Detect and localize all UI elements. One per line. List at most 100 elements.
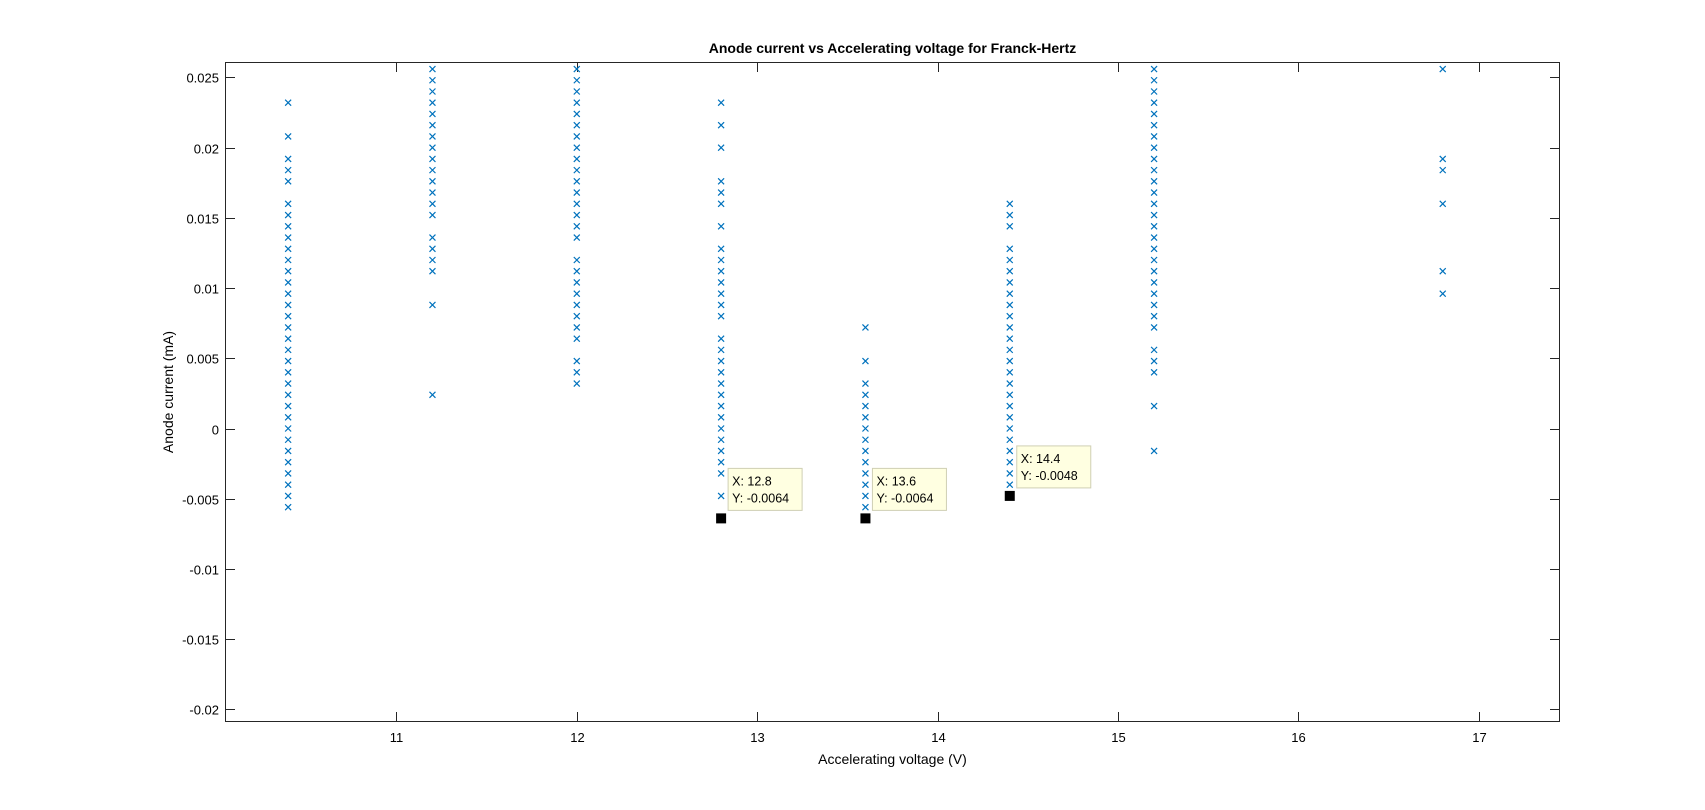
datatips: X: 12.8 Y: -0.0064 X: 13.6 Y: -0.0064 X: 14.…	[716, 445, 1092, 524]
y-tick-label: -0.02	[189, 703, 219, 718]
data-point-marker	[284, 492, 292, 500]
data-point-marker	[284, 99, 292, 107]
x-axis-label: Accelerating voltage (V)	[818, 751, 967, 767]
data-point-marker	[429, 177, 436, 185]
data-point-marker	[1006, 301, 1014, 309]
data-point-marker	[573, 279, 581, 286]
data-point-marker	[1006, 323, 1014, 331]
data-point-marker	[429, 245, 436, 253]
data-point-marker	[717, 245, 725, 253]
x-tick-label: 17	[1472, 730, 1486, 745]
data-point-marker	[284, 323, 292, 331]
data-point-marker	[1006, 402, 1014, 410]
data-point-marker	[284, 312, 292, 320]
data-point-marker	[1150, 323, 1158, 331]
data-point-marker	[862, 380, 869, 387]
data-point-marker	[862, 413, 869, 421]
data-point-marker	[1150, 301, 1158, 309]
data-point-marker	[284, 211, 292, 219]
data-point-marker	[429, 234, 436, 241]
data-point-marker	[429, 99, 436, 107]
data-point-marker	[1150, 279, 1158, 286]
data-point-marker	[1006, 481, 1014, 489]
data-point-marker	[1006, 245, 1014, 253]
data-point-marker	[429, 256, 436, 264]
y-tick-label: 0.015	[186, 212, 219, 227]
x-tick-label: 15	[1111, 730, 1125, 745]
data-point-marker	[717, 458, 725, 466]
data-point-marker	[429, 391, 436, 399]
data-point-marker	[717, 380, 725, 387]
data-point-marker	[284, 357, 292, 365]
datatip[interactable]: X: 12.8 Y: -0.0064	[716, 467, 803, 524]
data-point-marker	[284, 368, 292, 376]
data-point-marker	[284, 234, 292, 241]
y-tick-label: -0.005	[182, 493, 219, 508]
datatip-y-text: Y: -0.0048	[1021, 469, 1078, 483]
data-point-marker	[717, 346, 725, 354]
data-point-marker	[573, 368, 581, 376]
data-point-marker	[717, 335, 725, 343]
data-point-marker	[717, 470, 725, 477]
data-point-marker	[573, 200, 581, 208]
data-point-marker	[284, 425, 292, 432]
x-tick-label: 12	[570, 730, 584, 745]
data-point-marker	[1150, 200, 1158, 208]
data-point-marker	[1150, 133, 1158, 140]
data-point-marker	[573, 267, 581, 275]
datatip[interactable]: X: 13.6 Y: -0.0064	[860, 467, 947, 524]
data-point-marker	[717, 189, 725, 197]
data-point-marker	[573, 301, 581, 309]
data-point-marker	[573, 256, 581, 264]
data-point-marker	[1150, 76, 1158, 84]
data-point-marker	[1439, 290, 1447, 298]
data-point-marker	[573, 211, 581, 219]
data-point-marker	[284, 222, 292, 230]
data-point-marker	[1150, 88, 1158, 95]
data-point-marker	[717, 256, 725, 264]
plot-frame	[225, 62, 1560, 722]
data-point-marker	[717, 436, 725, 444]
data-point-marker	[717, 425, 725, 432]
data-point-marker	[717, 222, 725, 230]
data-point-marker	[573, 76, 581, 84]
data-point-marker	[284, 256, 292, 264]
data-point-marker	[284, 290, 292, 298]
y-tick-label: 0.005	[186, 352, 219, 367]
data-point-marker	[862, 357, 869, 365]
datatip-y-text: Y: -0.0064	[732, 491, 789, 505]
data-point-marker	[862, 492, 869, 500]
data-point-marker	[284, 436, 292, 444]
data-point-marker	[573, 88, 581, 95]
x-tick-label: 16	[1291, 730, 1305, 745]
data-point-marker	[1006, 436, 1014, 444]
data-point-marker	[573, 133, 581, 140]
data-point-marker	[284, 133, 292, 140]
data-point-marker	[284, 470, 292, 477]
data-point-marker	[1150, 189, 1158, 197]
data-point-marker	[573, 323, 581, 331]
data-point-marker	[429, 267, 436, 275]
x-tick-label: 11	[390, 730, 404, 745]
data-point-marker	[717, 402, 725, 410]
y-axis-label: Anode current (mA)	[160, 331, 176, 453]
data-point-marker	[1006, 447, 1014, 455]
datatip-marker	[1004, 490, 1015, 501]
data-point-marker	[862, 503, 869, 511]
data-point-marker	[284, 335, 292, 343]
data-point-marker	[429, 189, 436, 197]
data-point-marker	[573, 380, 581, 387]
data-point-marker	[573, 357, 581, 365]
data-point-marker	[1439, 267, 1447, 275]
y-tick-label: -0.01	[189, 563, 219, 578]
datatip[interactable]: X: 14.4 Y: -0.0048	[1004, 445, 1092, 501]
data-point-marker	[573, 234, 581, 241]
data-point-marker	[1150, 211, 1158, 219]
data-point-marker	[1006, 458, 1014, 466]
datatip-x-text: X: 12.8	[732, 474, 772, 488]
data-point-marker	[1150, 99, 1158, 107]
data-point-marker	[717, 200, 725, 208]
data-point-marker	[862, 458, 869, 466]
data-point-marker	[573, 121, 581, 129]
data-point-marker	[717, 312, 725, 320]
